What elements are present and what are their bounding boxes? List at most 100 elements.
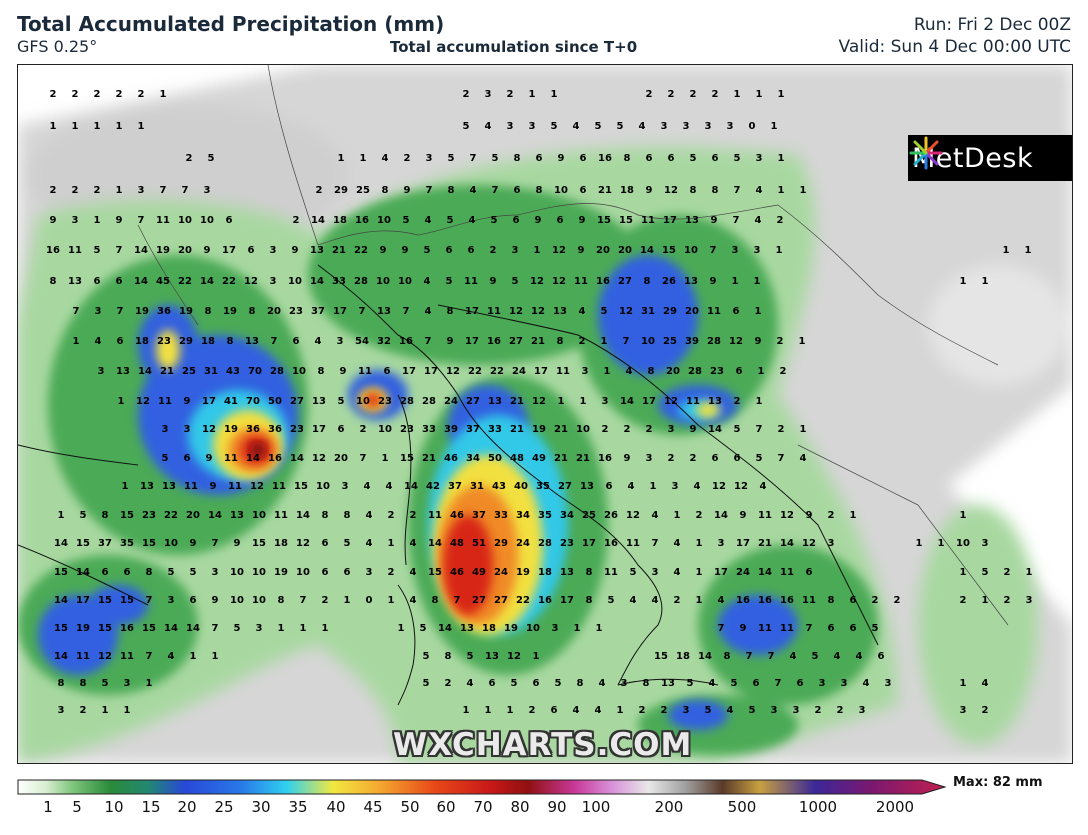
grid-value: 13 [580,481,594,492]
grid-value: 12 [530,276,544,287]
grid-value: 3 [982,538,989,549]
grid-value: 1 [960,510,967,521]
grid-value: 6 [116,276,123,287]
grid-value: 12 [446,366,460,377]
grid-value: 13 [460,623,474,634]
grid-value: 2 [982,705,989,716]
grid-value: 26 [604,510,618,521]
grid-value: 8 [205,306,212,317]
grid-value: 4 [485,121,492,132]
grid-value: 6 [384,366,391,377]
grid-value: 29 [663,306,677,317]
grid-value: 5 [190,567,197,578]
grid-value: 9 [558,153,565,164]
grid-value: 10 [398,276,412,287]
grid-value: 27 [290,396,304,407]
grid-value: 14 [54,538,68,549]
grid-value: 14 [310,276,324,287]
grid-value: 13 [708,396,722,407]
grid-value: 27 [558,481,572,492]
grid-value: 2 [579,336,586,347]
grid-value: 1 [960,567,967,578]
grid-value: 1 [1003,245,1010,256]
grid-value: 6 [533,678,540,689]
grid-value: 1 [58,510,65,521]
legend-label: 20 [177,798,197,816]
grid-value: 23 [378,396,392,407]
grid-value: 7 [470,153,477,164]
grid-value: 1 [50,121,57,132]
grid-value: 48 [450,538,464,549]
grid-value: 6 [557,215,564,226]
grid-value: 2 [1004,595,1011,606]
grid-value: 1 [116,121,123,132]
legend-label: 70 [473,798,493,816]
grid-value: 36 [246,424,260,435]
grid-value: 8 [318,366,325,377]
grid-value: 4 [315,336,322,347]
grid-value: 16 [487,336,501,347]
grid-value: 8 [58,678,65,689]
grid-value: 1 [507,705,514,716]
grid-value: 3 [168,595,175,606]
grid-value: 3 [727,121,734,132]
grid-value-labels: 2 2 2 2 2 1 2 3 2 1 1 2 2 2 2 1 1 11 1 1 1 1 5 4 3 3 5 4 5 5 4 3 3 3 3 0 12 5… [46,89,1032,716]
grid-value: 13 [68,276,82,287]
grid-value: 21 [554,424,568,435]
grid-value: 7 [116,245,123,256]
grid-value: 14 [708,424,722,435]
grid-value: 5 [705,705,712,716]
grid-value: 14 [620,396,634,407]
grid-value: 5 [102,678,109,689]
grid-value: 39 [444,424,458,435]
grid-value: 21 [510,396,524,407]
grid-value: 4 [626,366,633,377]
grid-value: 70 [246,396,260,407]
grid-value: 2 [624,424,631,435]
grid-value: 19 [274,567,288,578]
grid-value: 3 [828,538,835,549]
grid-value: 21 [531,336,545,347]
grid-value: 7 [806,623,813,634]
grid-value: 9 [579,215,586,226]
grid-value: 14 [311,215,325,226]
grid-value: 6 [797,678,804,689]
grid-value: 10 [230,567,244,578]
grid-value: 1 [734,89,741,100]
legend-label: 100 [581,798,611,816]
grid-value: 4 [425,306,432,317]
grid-value: 2 [828,510,835,521]
grid-value: 7 [425,336,432,347]
grid-value: 5 [446,276,453,287]
grid-value: 4 [386,481,393,492]
grid-value: 5 [420,623,427,634]
grid-value: 37 [466,424,480,435]
legend-label: 45 [363,798,383,816]
grid-value: 17 [582,538,596,549]
grid-value: 3 [270,245,277,256]
grid-value: 5 [511,678,518,689]
grid-value: 7 [778,453,785,464]
grid-value: 3 [138,185,145,196]
grid-value: 22 [354,245,368,256]
grid-value: 23 [289,306,303,317]
grid-value: 14 [164,623,178,634]
legend-label: 5 [72,798,82,816]
grid-value: 23 [400,424,414,435]
legend-label: 15 [141,798,161,816]
grid-value: 15 [98,623,112,634]
grid-value: 11 [464,276,478,287]
grid-value: 1 [916,538,923,549]
grid-value: 1 [338,153,345,164]
grid-value: 5 [512,276,519,287]
grid-value: 6 [878,651,885,662]
grid-value: 5 [208,153,215,164]
grid-value: 4 [800,453,807,464]
grid-value: 18 [620,185,634,196]
grid-value: 9 [740,623,747,634]
grid-value: 6 [536,153,543,164]
grid-value: 1 [102,705,109,716]
grid-value: 2 [316,185,323,196]
grid-value: 45 [156,276,170,287]
